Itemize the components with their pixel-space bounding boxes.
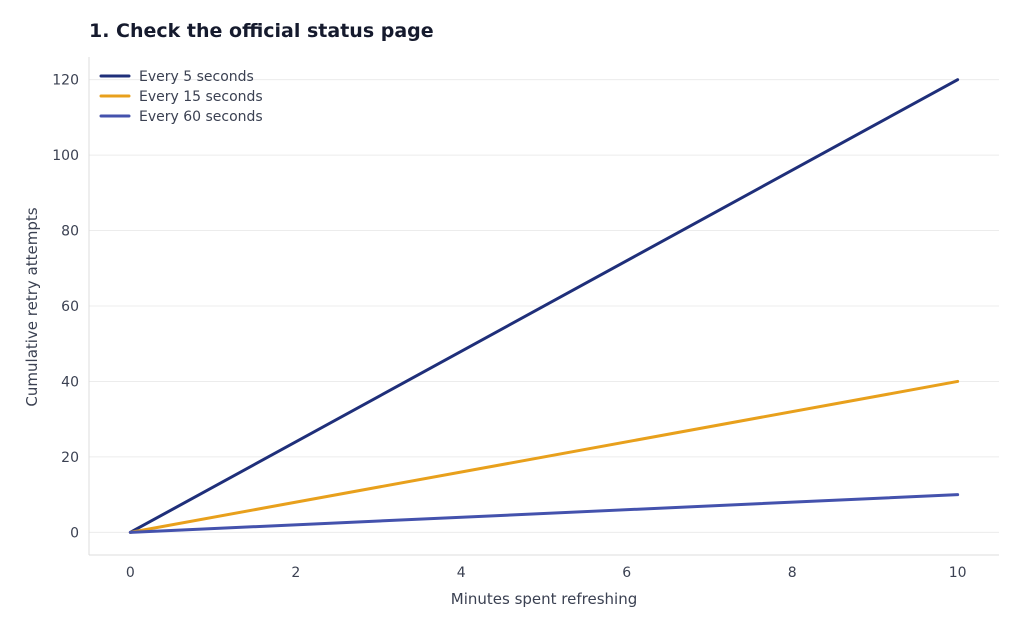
axes: 0 20 40 60 80 100 120 0 2 4 6 8 10 bbox=[52, 57, 999, 581]
y-axis-label: Cumulative retry attempts bbox=[23, 207, 41, 406]
y-tick-label: 60 bbox=[61, 299, 79, 315]
legend-label: Every 5 seconds bbox=[139, 69, 254, 85]
x-tick-label: 10 bbox=[949, 565, 967, 581]
x-tick-label: 2 bbox=[291, 565, 300, 581]
y-tick-label: 40 bbox=[61, 374, 79, 390]
legend: Every 5 seconds Every 15 seconds Every 60 … bbox=[99, 69, 263, 125]
legend-label: Every 60 seconds bbox=[139, 109, 263, 125]
y-tick-label: 0 bbox=[70, 525, 79, 541]
y-tick-label: 100 bbox=[52, 148, 79, 164]
series-line-1 bbox=[128, 78, 960, 534]
x-tick-label: 0 bbox=[126, 565, 135, 581]
y-tick-label: 80 bbox=[61, 224, 79, 240]
y-tick-label: 20 bbox=[61, 450, 79, 466]
x-axis-label: Minutes spent refreshing bbox=[451, 590, 637, 608]
y-tick-label: 120 bbox=[52, 73, 79, 89]
x-tick-label: 8 bbox=[788, 565, 797, 581]
legend-label: Every 15 seconds bbox=[139, 89, 263, 105]
series-lines bbox=[128, 78, 960, 534]
x-tick-label: 6 bbox=[622, 565, 631, 581]
series-line-2 bbox=[128, 379, 960, 534]
chart-title: 1. Check the official status page bbox=[89, 20, 434, 42]
x-tick-label: 4 bbox=[457, 565, 466, 581]
series-line-3 bbox=[128, 493, 960, 534]
